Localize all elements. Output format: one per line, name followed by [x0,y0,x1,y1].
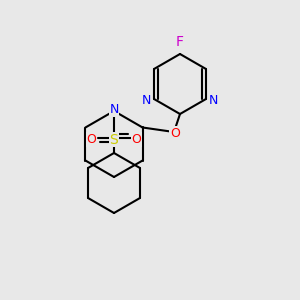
Text: F: F [176,35,184,49]
Text: N: N [109,103,119,116]
Text: O: O [132,133,141,146]
Text: N: N [142,94,151,107]
Text: O: O [170,127,180,140]
Text: S: S [110,133,118,146]
Text: O: O [87,133,96,146]
Text: N: N [209,94,218,107]
